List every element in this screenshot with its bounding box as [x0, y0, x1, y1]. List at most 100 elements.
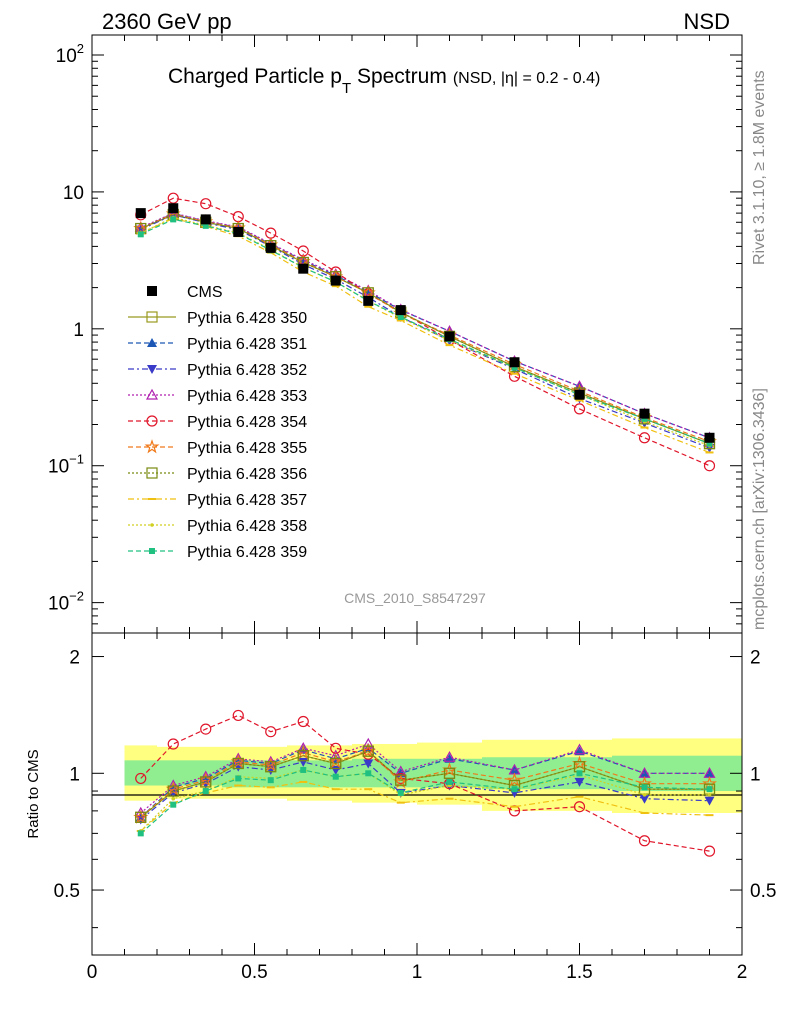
series-point [705, 451, 714, 454]
ratio-point [330, 757, 342, 770]
ratio-point [704, 796, 715, 806]
y-tick-label-right: 0.5 [750, 881, 776, 902]
series-point [167, 192, 179, 204]
ratio-point [297, 750, 309, 762]
y-tick-label: 10 [63, 183, 84, 204]
ratio-point [395, 774, 407, 786]
ratio-point [332, 773, 339, 780]
ratio-point [365, 770, 372, 777]
series-line [140, 213, 710, 443]
ratio-point [707, 793, 712, 797]
legend-marker [150, 523, 154, 527]
cms-data-point [298, 263, 309, 274]
ratio-point [393, 774, 409, 789]
legend-entry: Pythia 6.428 351 [128, 336, 307, 353]
cms-data-point [704, 432, 715, 443]
legend-entry: Pythia 6.428 359 [128, 544, 307, 561]
legend-marker [146, 467, 158, 479]
series-point [170, 216, 177, 223]
legend-marker [146, 415, 158, 427]
series-point [573, 403, 586, 415]
cms-data-point [639, 408, 650, 419]
ratio-point [297, 715, 309, 728]
legend-entry: Pythia 6.428 352 [128, 362, 307, 379]
ratio-point [170, 801, 177, 808]
ratio-point [363, 759, 374, 769]
legend-entry: Pythia 6.428 356 [128, 466, 307, 483]
series-point [396, 319, 405, 322]
legend-entry-cms: CMS [147, 284, 223, 301]
ratio-point [638, 835, 651, 847]
ratio-point [704, 768, 715, 778]
series-point [137, 231, 144, 238]
ratio-line [140, 769, 710, 834]
ratio-point [702, 775, 717, 791]
ratio-point [198, 772, 214, 787]
ratio-point [265, 761, 277, 773]
ratio-point [445, 797, 454, 800]
ratio-point [573, 801, 586, 813]
ratio-point [443, 751, 456, 762]
ratio-plot-frame [91, 632, 743, 956]
ratio-point [576, 770, 583, 777]
ratio-point [574, 746, 585, 756]
legend-label: Pythia 6.428 358 [187, 518, 307, 535]
ratio-point [230, 754, 246, 769]
y-tick-label: 2 [69, 648, 80, 669]
x-tick-label: 1 [412, 962, 423, 983]
ratio-line [140, 747, 710, 818]
process-label: NSD [684, 9, 730, 34]
series-point [445, 344, 454, 347]
series-pythia-6.428-355 [133, 206, 717, 448]
series-line [140, 216, 710, 447]
series-point [640, 426, 649, 429]
ratio-point [235, 775, 242, 782]
energy-label: 2360 GeV pp [102, 9, 232, 34]
ratio-point [328, 754, 344, 769]
x-tick-label: 0.5 [241, 962, 267, 983]
mcplots-reference-label: mcplots.cern.ch [arXiv:1306.3436] [751, 388, 768, 630]
legend-label: Pythia 6.428 351 [187, 336, 307, 353]
legend: CMS Pythia 6.428 350 Pythia 6.428 351 Pythi… [128, 284, 307, 561]
cms-data-point [200, 214, 211, 225]
ratio-point [300, 766, 307, 773]
legend-marker [147, 365, 157, 374]
ratio-point [297, 742, 310, 753]
ratio-point [263, 757, 279, 772]
ratio-ylabel: Ratio to CMS [25, 749, 42, 838]
series-point [638, 432, 651, 444]
ratio-point [137, 830, 144, 837]
legend-entry: Pythia 6.428 354 [128, 414, 307, 431]
legend-label: Pythia 6.428 355 [187, 440, 307, 457]
legend-marker [148, 498, 156, 500]
legend-marker [147, 338, 157, 347]
series-point [703, 460, 716, 472]
cms-data-point [363, 295, 374, 306]
ratio-point [573, 743, 586, 755]
ratio-line [140, 781, 710, 832]
ratio-point [298, 744, 309, 754]
ratio-line [140, 761, 710, 820]
ratio-point [202, 788, 209, 795]
series-point [360, 285, 376, 300]
series-point [331, 285, 340, 288]
y-tick-label: 0.5 [54, 881, 80, 902]
cms-data-point [395, 305, 406, 316]
ratio-point [640, 811, 649, 814]
ratio-point [234, 784, 243, 787]
ratio-point [443, 767, 456, 779]
ratio-point [574, 777, 585, 787]
y-tick-label: 102 [56, 41, 84, 67]
y-tick-label-right: 2 [750, 648, 761, 669]
cms-data-point [135, 208, 146, 219]
cms-data-point [330, 275, 341, 286]
cms-data-point [233, 226, 244, 237]
ratio-point [444, 753, 455, 763]
ratio-point [331, 788, 340, 791]
legend-entry: Pythia 6.428 357 [128, 492, 307, 509]
ratio-point [362, 737, 375, 749]
x-tick-label: 1.5 [566, 962, 592, 983]
analysis-id-label: CMS_2010_S8547297 [344, 590, 486, 606]
legend-label: Pythia 6.428 356 [187, 466, 307, 483]
